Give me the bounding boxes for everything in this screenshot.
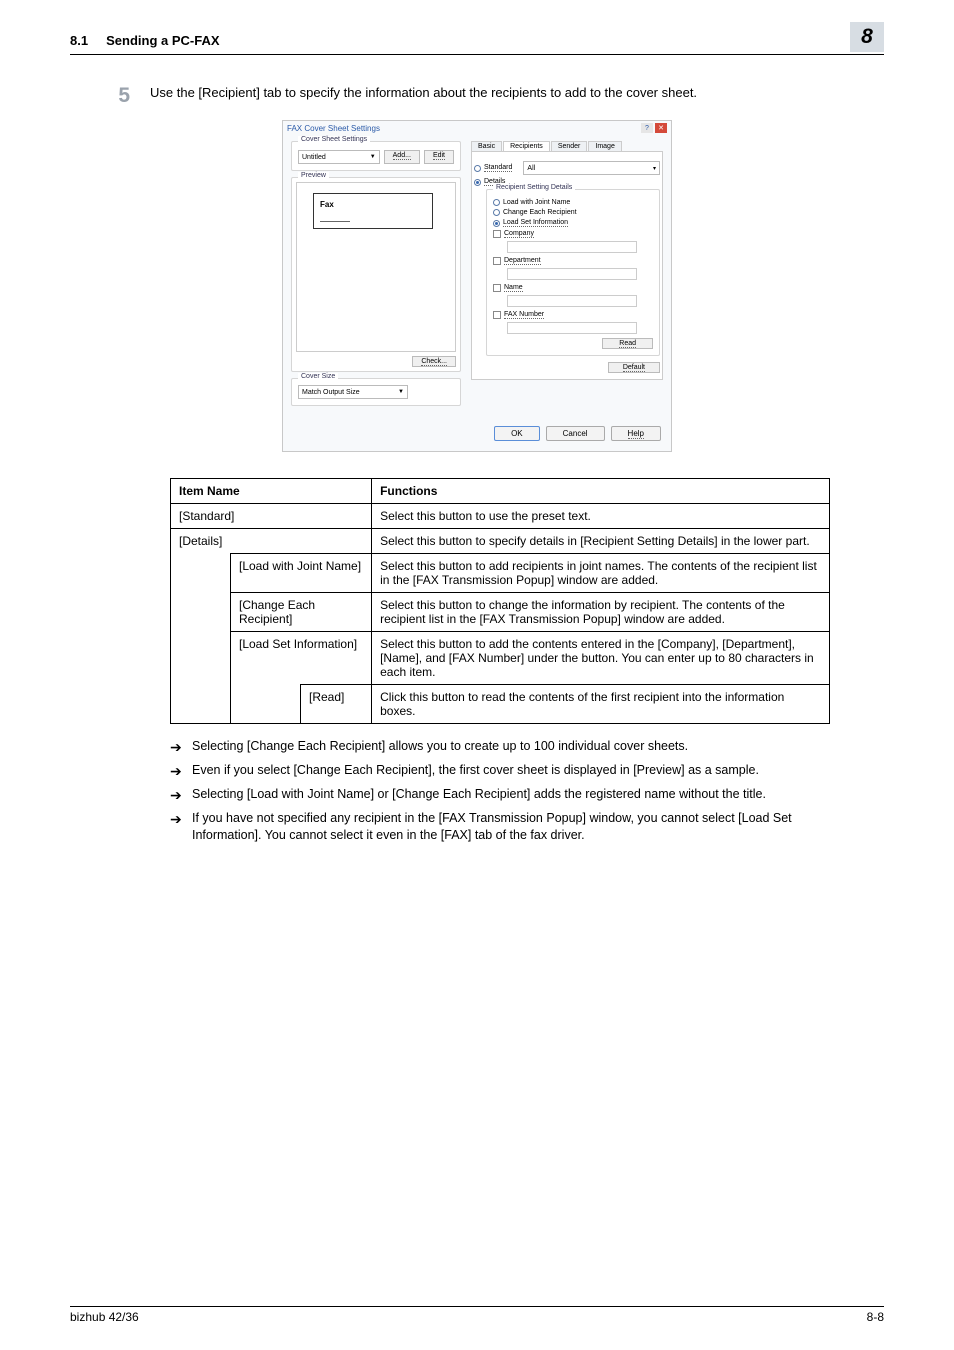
row-standard-func: Select this button to use the preset tex… [372,504,830,529]
arrow-icon: ➔ [170,738,192,757]
cover-size-combo[interactable]: Match Output Size ▼ [298,385,408,399]
tab-bar: Basic Recipients Sender Image [471,141,663,152]
row-loadset-name: [Load Set Information] [231,632,372,685]
rsd-label: Recipient Setting Details [493,184,575,191]
arrow-icon: ➔ [170,810,192,844]
chk-name[interactable] [493,284,501,292]
chevron-down-icon: ▾ [653,165,656,172]
chk-company[interactable] [493,230,501,238]
row-read-func: Click this button to read the contents o… [372,685,830,724]
radio-change[interactable] [493,209,500,216]
company-input[interactable] [507,241,637,253]
arrow-icon: ➔ [170,786,192,805]
row-joint-func: Select this button to add recipients in … [372,554,830,593]
tab-basic[interactable]: Basic [471,141,502,151]
chk-fax[interactable] [493,311,501,319]
read-button[interactable]: Read [602,338,653,349]
row-details-func: Select this button to specify details in… [372,529,830,554]
fax-number-label: FAX Number [504,311,544,319]
change-each-label: Change Each Recipient [503,209,577,216]
standard-label: Standard [484,164,512,172]
chk-department[interactable] [493,257,501,265]
name-input[interactable] [507,295,637,307]
department-label: Department [504,257,541,265]
row-standard-name: [Standard] [171,504,372,529]
indent-cell [171,632,231,685]
cover-size-label: Cover Size [298,373,338,380]
indent-cell [171,685,231,724]
default-button[interactable]: Default [608,362,660,373]
radio-loadset[interactable] [493,220,500,227]
row-loadset-func: Select this button to add the contents e… [372,632,830,685]
radio-joint[interactable] [493,199,500,206]
note-text: If you have not specified any recipient … [192,810,830,844]
step-number: 5 [70,85,150,106]
notes-list: ➔Selecting [Change Each Recipient] allow… [170,738,830,843]
fax-cover-sheet-dialog: FAX Cover Sheet Settings ? ✕ Cover Sheet… [282,120,672,452]
cover-sheet-combo[interactable]: Untitled ▼ [298,150,380,164]
combo-value: Untitled [302,154,326,161]
page-header: 8.1 Sending a PC-FAX 8 [70,28,884,55]
row-joint-name: [Load with Joint Name] [231,554,372,593]
fax-number-input[interactable] [507,322,637,334]
joint-name-label: Load with Joint Name [503,199,570,206]
col-functions: Functions [372,479,830,504]
chevron-down-icon: ▼ [370,154,376,160]
section-title: Sending a PC-FAX [106,33,219,48]
row-details-name: [Details] [171,529,372,554]
arrow-icon: ➔ [170,762,192,781]
name-label: Name [504,284,523,292]
radio-standard[interactable] [474,165,481,172]
note-text: Selecting [Load with Joint Name] or [Cha… [192,786,766,805]
tab-recipients[interactable]: Recipients [503,141,550,151]
department-input[interactable] [507,268,637,280]
row-change-name: [Change Each Recipient] [231,593,372,632]
note-text: Even if you select [Change Each Recipien… [192,762,759,781]
page-footer: bizhub 42/36 8-8 [70,1306,884,1324]
check-button[interactable]: Check... [412,356,456,367]
tab-sender[interactable]: Sender [551,141,588,151]
preview-area: Fax [296,182,456,352]
section-number: 8.1 [70,33,88,48]
radio-details[interactable] [474,179,481,186]
chevron-down-icon: ▼ [398,389,404,395]
indent-cell [171,593,231,632]
cover-size-group: Cover Size Match Output Size ▼ [291,378,461,406]
chapter-badge: 8 [850,22,884,52]
item-functions-table: Item Name Functions [Standard] Select th… [170,478,830,724]
group-label: Cover Sheet Settings [298,136,370,143]
combo-value: All [527,165,535,172]
combo-value: Match Output Size [302,389,360,396]
preview-box-label: Fax [320,200,334,209]
add-button[interactable]: Add... [384,150,420,164]
footer-model: bizhub 42/36 [70,1310,139,1324]
load-set-label: Load Set Information [503,219,568,227]
help-button[interactable]: Help [611,426,661,441]
footer-page: 8-8 [867,1310,884,1324]
step-text: Use the [Recipient] tab to specify the i… [150,85,884,106]
tab-image[interactable]: Image [588,141,621,151]
note-text: Selecting [Change Each Recipient] allows… [192,738,688,757]
help-icon[interactable]: ? [641,123,653,133]
indent-cell [231,685,301,724]
recipient-setting-details-group: Recipient Setting Details Load with Join… [486,189,660,356]
col-item-name: Item Name [171,479,372,504]
dialog-title: FAX Cover Sheet Settings [287,124,380,133]
standard-combo[interactable]: All ▾ [523,161,660,175]
row-read-name: [Read] [301,685,372,724]
ok-button[interactable]: OK [494,426,540,441]
preview-group: Preview Fax Check... [291,177,461,372]
row-change-func: Select this button to change the informa… [372,593,830,632]
preview-label: Preview [298,172,329,179]
cover-sheet-settings-group: Cover Sheet Settings Untitled ▼ Add... E… [291,141,461,171]
indent-cell [171,554,231,593]
company-label: Company [504,230,534,238]
close-icon[interactable]: ✕ [655,123,667,133]
cancel-button[interactable]: Cancel [546,426,605,441]
edit-button[interactable]: Edit [424,150,454,164]
